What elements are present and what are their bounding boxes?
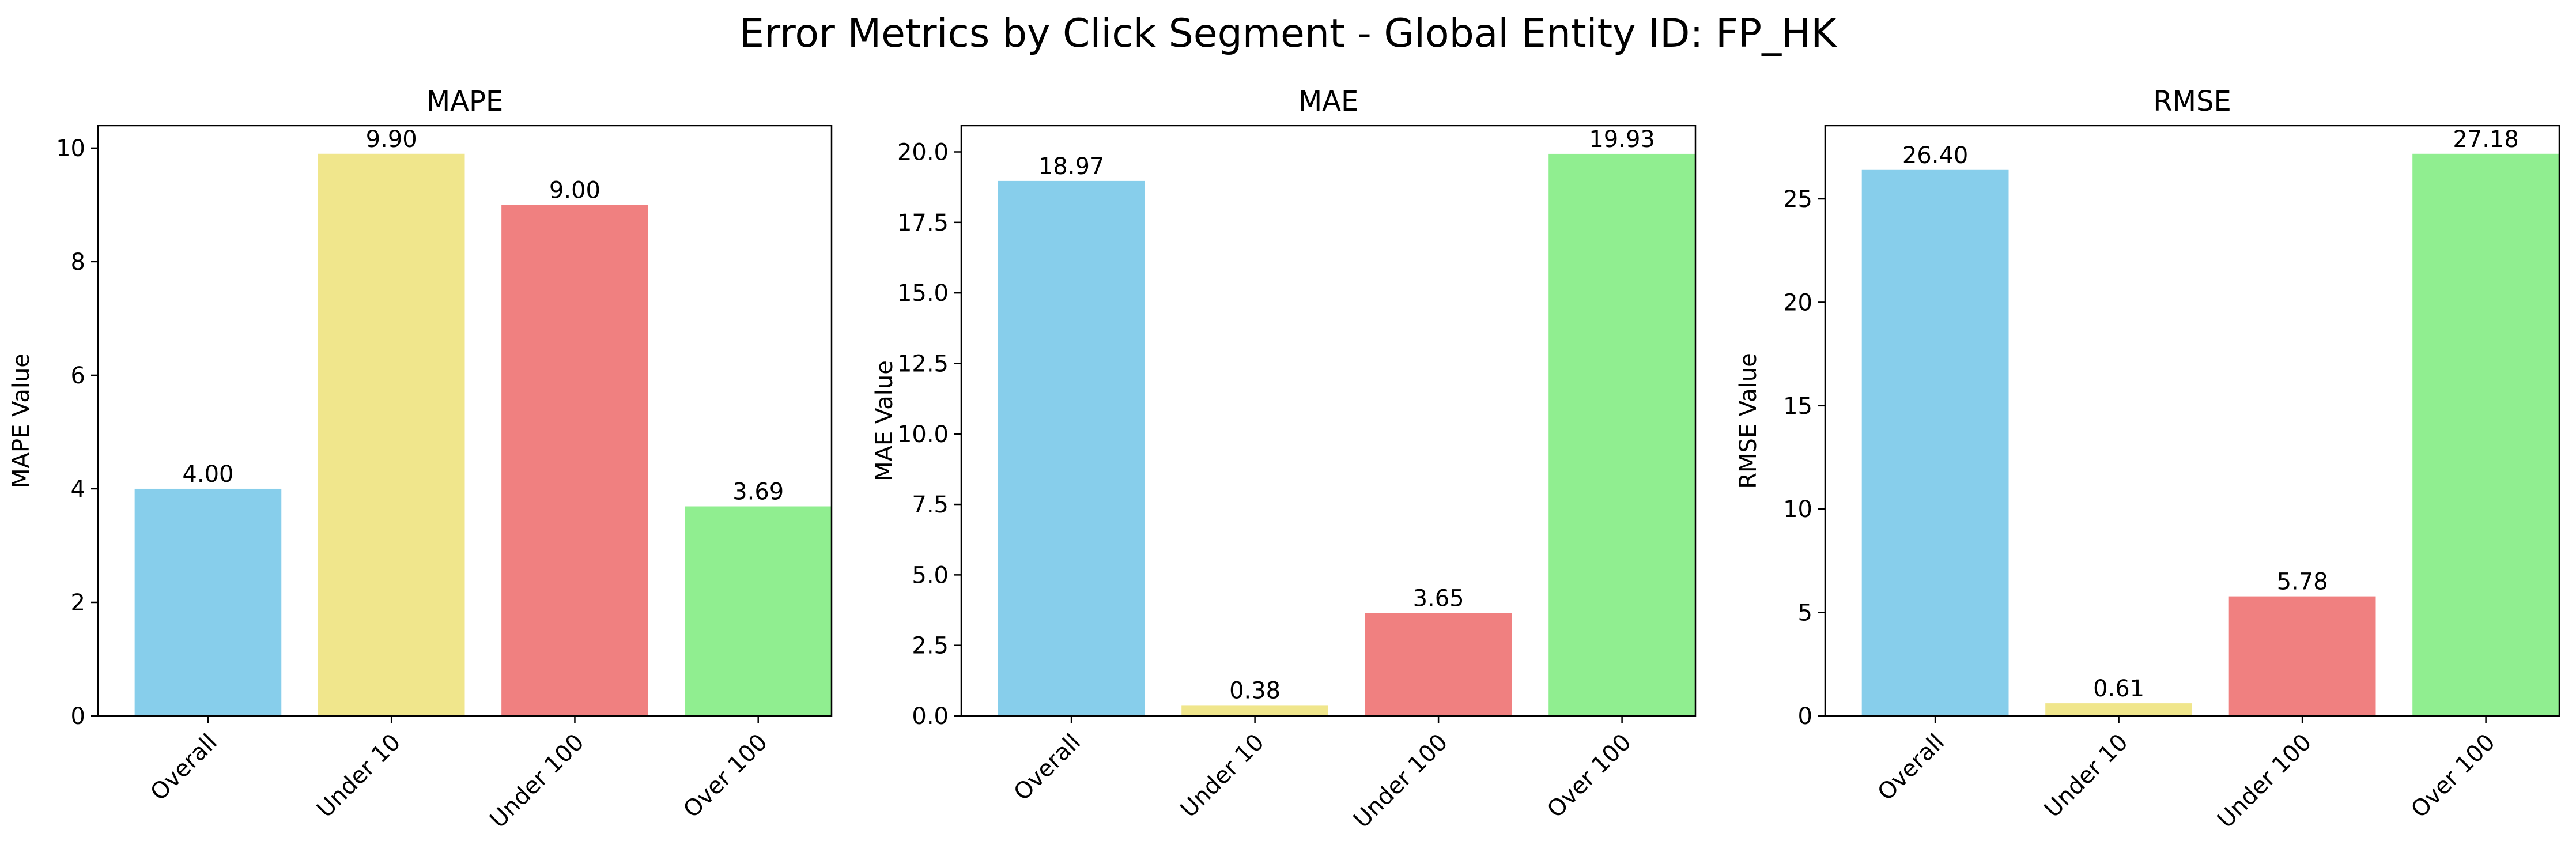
mape-xtick-label-under-100: Under 100 (485, 729, 589, 834)
mae-bar-overall (998, 180, 1145, 717)
mape-ytick-label: 4 (71, 476, 85, 503)
mape-ylabel: MAPE Value (8, 353, 35, 488)
mape-value-label-under-100: 9.00 (549, 177, 600, 203)
mae-ylabel: MAE Value (871, 360, 898, 481)
mape-ytick-label: 0 (71, 703, 85, 730)
rmse-ytick-label: 10 (1783, 496, 1812, 523)
rmse-axes-frame (1824, 125, 2560, 717)
mape-bar-under-10 (318, 153, 465, 716)
mape-value-label-over-100: 3.69 (732, 479, 784, 506)
mae-subplot-title: MAE (1298, 85, 1359, 118)
mae-subplot: 18.97 0.38 3.65 19.93 0.0 2.5 5.0 7.5 10.0 12.5 15… (871, 85, 1697, 834)
rmse-bar-over-100 (2412, 153, 2559, 716)
mae-ytick-label: 0.0 (912, 703, 949, 730)
rmse-value-label-under-100: 5.78 (2277, 569, 2328, 595)
mape-ytick-label: 6 (71, 363, 85, 389)
mape-bar-under-100 (501, 205, 648, 716)
mape-value-label-under-10: 9.90 (366, 126, 417, 153)
mape-axes-frame (97, 125, 833, 717)
rmse-ytick-label: 20 (1783, 289, 1812, 316)
rmse-value-label-overall: 26.40 (1902, 142, 1969, 169)
rmse-subplot: 26.40 0.61 5.78 27.18 0 5 10 15 20 25 Overall Under… (1735, 85, 2560, 834)
mae-bar-over-100 (1548, 153, 1695, 716)
rmse-ytick-label: 15 (1783, 393, 1812, 420)
mape-value-label-overall: 4.00 (182, 461, 233, 488)
mae-ytick-label: 7.5 (912, 492, 949, 518)
rmse-xtick-label-overall: Overall (1873, 729, 1950, 806)
rmse-bar-under-100 (2228, 596, 2376, 716)
rmse-ylabel: RMSE Value (1735, 353, 1762, 489)
mae-ytick-label: 12.5 (897, 350, 949, 377)
mape-ytick-label: 10 (56, 135, 85, 162)
mape-ytick-label: 2 (71, 590, 85, 616)
rmse-bar-under-10 (2045, 703, 2192, 716)
rmse-value-label-over-100: 27.18 (2453, 126, 2519, 153)
mae-ytick-label: 5.0 (912, 562, 949, 589)
mape-ytick-label: 8 (71, 249, 85, 276)
mae-xtick-label-under-100: Under 100 (1349, 729, 1453, 834)
mae-value-label-over-100: 19.93 (1589, 126, 1655, 153)
rmse-bar-overall (1861, 169, 2009, 716)
mae-ytick-label: 2.5 (912, 633, 949, 659)
rmse-ytick-label: 0 (1798, 703, 1812, 730)
mae-axes-frame (960, 125, 1697, 717)
mae-bar-under-100 (1365, 613, 1512, 716)
rmse-subplot-title: RMSE (2153, 85, 2231, 118)
mape-subplot: 4.00 9.90 9.00 3.69 0 2 4 6 8 10 Overall Under 10 Un… (8, 85, 833, 834)
rmse-xtick-label-under-100: Under 100 (2212, 729, 2317, 834)
mae-value-label-under-100: 3.65 (1413, 585, 1464, 612)
rmse-value-label-under-10: 0.61 (2093, 676, 2144, 702)
mape-bar-over-100 (685, 506, 832, 716)
mape-xtick-label-under-10: Under 10 (312, 729, 406, 823)
rmse-xtick-label-over-100: Over 100 (2406, 729, 2501, 824)
figure-title: Error Metrics by Click Segment - Global … (739, 11, 1837, 56)
mape-bar-overall (134, 488, 282, 716)
rmse-xtick-label-under-10: Under 10 (2039, 729, 2133, 823)
mae-value-label-under-10: 0.38 (1229, 677, 1281, 704)
mape-subplot-title: MAPE (426, 85, 504, 118)
mape-xtick-label-overall: Overall (145, 729, 222, 806)
rmse-ytick-label: 25 (1783, 186, 1812, 213)
mae-ytick-label: 15.0 (897, 280, 949, 307)
mae-ytick-label: 10.0 (897, 421, 949, 448)
rmse-ytick-label: 5 (1798, 600, 1812, 627)
mae-bar-under-10 (1181, 705, 1328, 716)
mae-ytick-label: 17.5 (897, 210, 949, 236)
mape-xtick-label-over-100: Over 100 (678, 729, 773, 824)
mae-ytick-label: 20.0 (897, 139, 949, 166)
mae-value-label-overall: 18.97 (1038, 153, 1105, 180)
mae-xtick-label-over-100: Over 100 (1542, 729, 1637, 824)
mae-xtick-label-under-10: Under 10 (1176, 729, 1270, 823)
mae-xtick-label-overall: Overall (1009, 729, 1086, 806)
